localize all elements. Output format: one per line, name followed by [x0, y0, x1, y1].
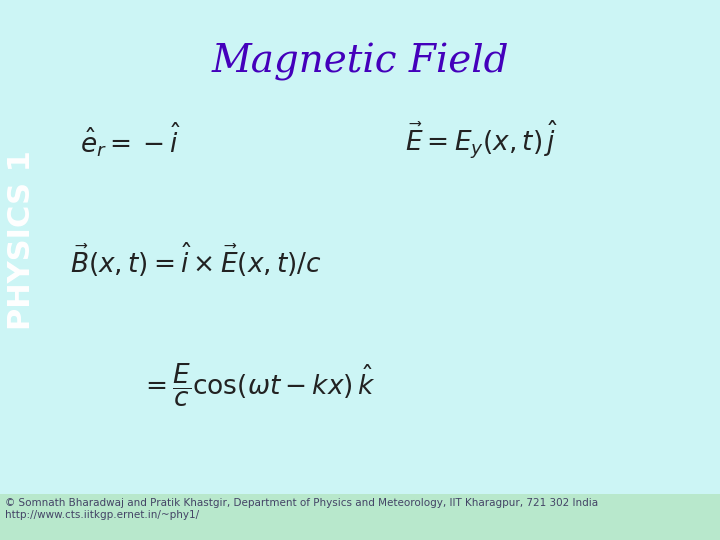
Text: $\hat{e}_r = -\hat{i}$: $\hat{e}_r = -\hat{i}$: [80, 120, 181, 159]
Text: © Somnath Bharadwaj and Pratik Khastgir, Department of Physics and Meteorology, : © Somnath Bharadwaj and Pratik Khastgir,…: [5, 498, 598, 519]
Text: $= \dfrac{E}{c}\cos(\omega t - kx)\,\hat{k}$: $= \dfrac{E}{c}\cos(\omega t - kx)\,\hat…: [140, 361, 375, 409]
Text: $\vec{B}(x,t) = \hat{i} \times \vec{E}(x,t)/c$: $\vec{B}(x,t) = \hat{i} \times \vec{E}(x…: [70, 241, 322, 279]
Text: $\vec{E} = E_y(x,t)\,\hat{j}$: $\vec{E} = E_y(x,t)\,\hat{j}$: [405, 119, 558, 161]
Text: Magnetic Field: Magnetic Field: [211, 43, 509, 81]
Text: PHYSICS 1: PHYSICS 1: [7, 150, 37, 330]
Bar: [0, 494, 720, 540]
